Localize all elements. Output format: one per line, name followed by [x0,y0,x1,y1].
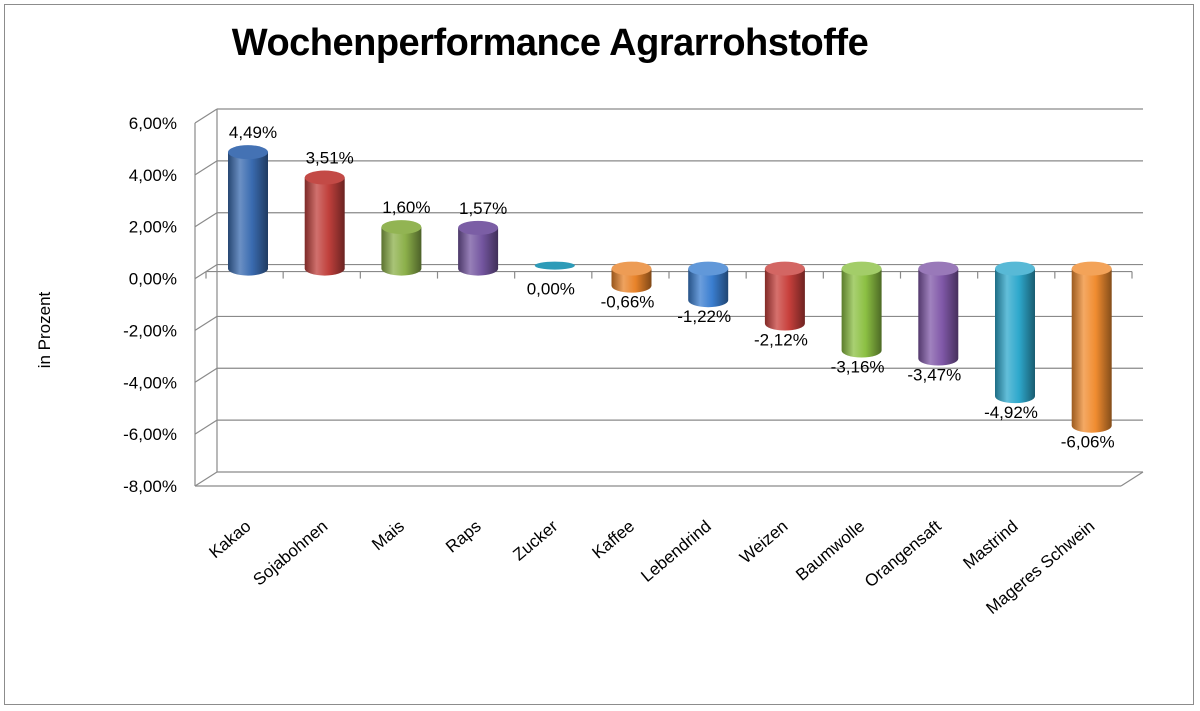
data-labels: 4,49% 3,51% 1,60% 1,57% 0,00% -0,66% -1,22% -2,… [229,123,1115,452]
bar-zucker [534,261,575,270]
gridline-side [194,367,218,383]
y-tick-label: 0,00% [129,270,177,289]
x-category-label: Sojabohnen [250,517,332,590]
bar-cap [688,261,729,276]
gridline-side [194,315,218,331]
bar-orangensaft [918,261,959,366]
x-category-label: Kaffee [588,517,638,563]
y-axis: 6,00% 4,00% 2,00% 0,00% -2,00% -4,00% -6,00% -8… [123,114,177,496]
bar-body [381,227,422,276]
bar-cap [228,145,268,160]
bar-cap [1071,261,1112,276]
y-tick-label: 6,00% [129,114,177,133]
bar-cap [458,220,499,235]
x-category-label: Zucker [509,516,561,564]
gridline-side [194,471,218,487]
gridline-side [194,212,218,228]
bar-body [228,152,268,276]
data-label: 1,60% [382,198,430,217]
bar-cap [841,261,882,276]
data-label: 4,49% [229,123,277,142]
bar-cap [534,261,575,270]
bar-baumwolle [841,261,882,358]
data-label: -0,66% [601,293,655,312]
bar-body [1071,268,1112,433]
bar-cap [764,261,805,276]
x-category-label: Lebendrind [637,517,714,586]
data-label: 0,00% [527,280,575,299]
data-label: 3,51% [306,149,354,168]
bar-body [688,268,729,308]
bar-kaffee [611,261,652,293]
y-tick-label: -4,00% [123,373,177,392]
bar-body [458,227,499,276]
gridlines [194,108,1144,487]
data-label: -3,16% [831,358,885,377]
x-category-label: Mastrind [959,517,1021,573]
y-tick-label: -6,00% [123,425,177,444]
x-category-label: Raps [442,517,485,557]
data-label: -6,06% [1061,433,1115,452]
bar-body [918,268,959,366]
y-tick-label: 4,00% [129,166,177,185]
bar-weizen [764,261,805,331]
bar-body [995,268,1035,404]
y-axis-label: in Prozent [35,291,54,368]
data-label: 1,57% [459,199,507,218]
x-category-label: Baumwolle [792,517,868,585]
bar-cap [304,170,345,185]
bar-cap [918,261,959,276]
x-category-label: Weizen [736,517,791,568]
floor-right-edge [1120,471,1144,487]
bar-kakao [228,145,268,276]
x-category-label: Mais [368,517,408,555]
bars [228,145,1112,433]
bar-cap [381,220,422,235]
bar-cap [995,261,1035,276]
data-label: -4,92% [984,403,1038,422]
data-label: -2,12% [754,331,808,350]
x-category-label: Orangensaft [861,516,945,591]
x-category-label: Kakao [205,517,254,563]
bar-mageres-schwein [1071,261,1112,433]
bar-cap [611,261,652,276]
bar-body [764,268,805,331]
bar-raps [458,220,499,276]
y-tick-label: -2,00% [123,321,177,340]
y-tick-label: -8,00% [123,477,177,496]
bar-mastrind [995,261,1035,404]
gridline-side [194,160,218,176]
bar-body [841,268,882,358]
data-label: -1,22% [677,307,731,326]
bar-lebendrind [688,261,729,308]
bar-sojabohnen [304,170,345,276]
gridline-side [194,108,218,124]
y-tick-label: 2,00% [129,218,177,237]
bar-mais [381,220,422,276]
data-label: -3,47% [907,366,961,385]
chart-title: Wochenperformance Agrarrohstoffe [231,22,869,64]
gridline-side [194,419,218,435]
bar-body [304,177,345,276]
